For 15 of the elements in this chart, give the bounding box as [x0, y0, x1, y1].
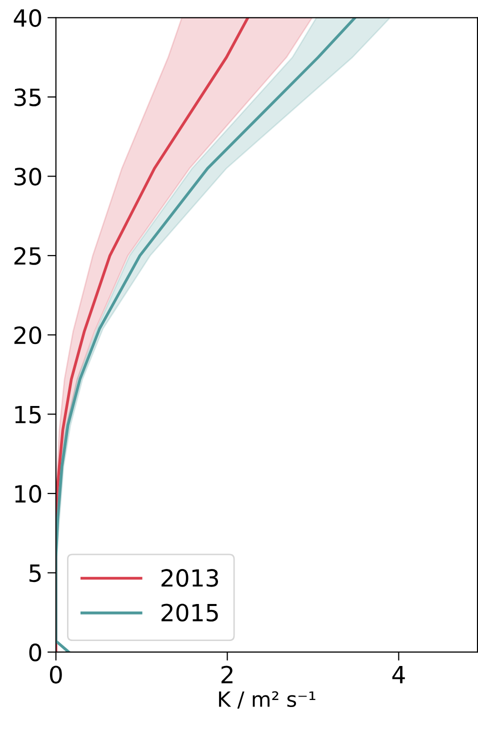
legend-label: 2013 — [162, 569, 218, 587]
y-tick-label: 10 — [15, 484, 42, 503]
y-tick-label: 40 — [14, 9, 42, 27]
y-tick-label: 35 — [14, 88, 41, 106]
y-tick-label: 5 — [30, 564, 41, 582]
y-tick-label: 20 — [14, 326, 42, 344]
y-tick-label: 0 — [29, 644, 42, 662]
legend-label: 2015 — [162, 604, 218, 622]
x-tick-label: 4 — [392, 666, 405, 684]
x-tick-label: 2 — [222, 666, 232, 684]
y-tick-label: 25 — [14, 247, 41, 265]
y-tick-label: 30 — [14, 168, 42, 186]
x-axis-title: K / m² s⁻¹ — [219, 691, 316, 709]
y-tick-label: 15 — [15, 406, 41, 424]
x-tick-label: 0 — [50, 666, 62, 684]
